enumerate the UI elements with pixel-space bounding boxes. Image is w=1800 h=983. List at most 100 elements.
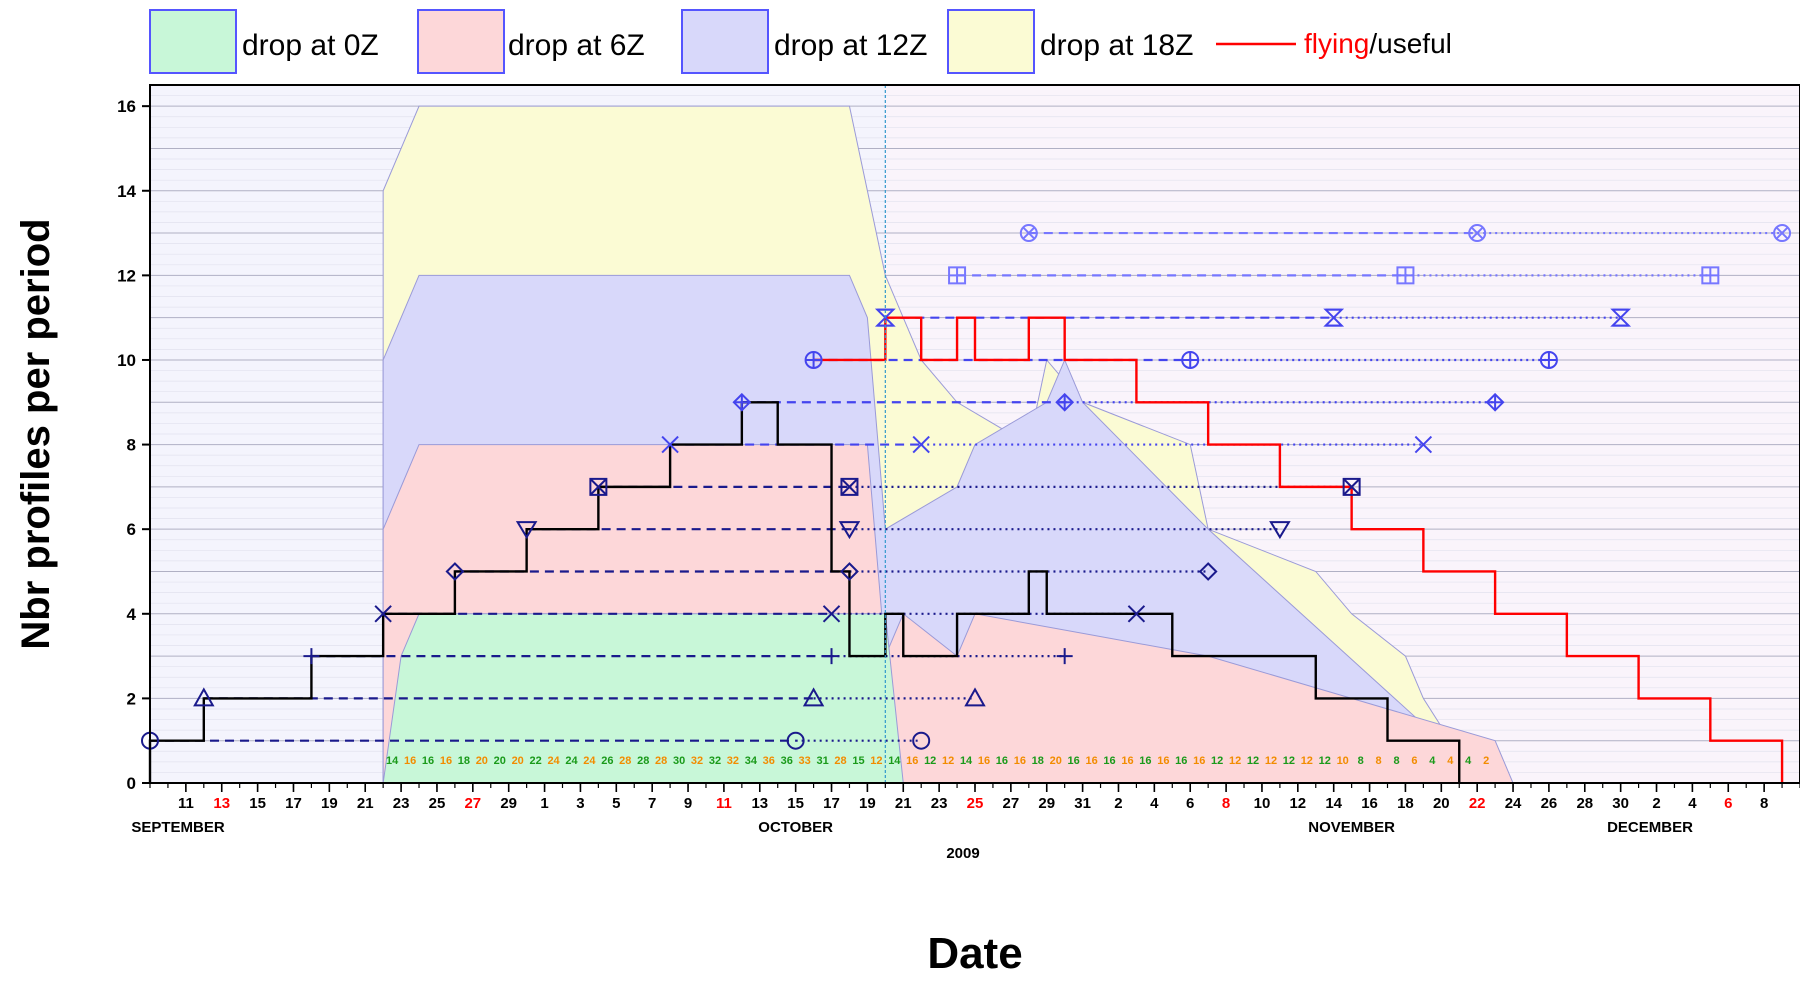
daily-count-label: 16 (1068, 755, 1080, 767)
x-tick-label: 25 (967, 795, 984, 812)
x-axis-label: Date (927, 929, 1022, 978)
x-tick-label: 8 (1222, 795, 1230, 812)
month-label: NOVEMBER (1308, 819, 1395, 836)
daily-count-label: 32 (709, 755, 721, 767)
marker-plus (303, 648, 320, 665)
daily-count-label: 12 (1211, 755, 1223, 767)
x-tick-label: 31 (1074, 795, 1091, 812)
y-tick-label: 4 (127, 605, 137, 624)
marker-x (374, 605, 392, 623)
x-tick-label: 22 (1469, 795, 1486, 812)
daily-count-label: 12 (1247, 755, 1259, 767)
x-tick-label: 27 (1003, 795, 1020, 812)
legend-label-3: drop at 18Z (1040, 29, 1193, 62)
legend-swatch-2 (681, 9, 769, 74)
x-tick-label: 18 (1397, 795, 1414, 812)
y-tick-label: 14 (117, 182, 136, 201)
daily-count-label: 12 (942, 755, 954, 767)
daily-count-label: 16 (1175, 755, 1187, 767)
marker-triangle-up (193, 687, 215, 707)
x-tick-label: 29 (1038, 795, 1055, 812)
y-axis-label: Nbr profiles per period (14, 218, 58, 649)
daily-count-label: 16 (978, 755, 990, 767)
daily-count-label: 16 (1014, 755, 1026, 767)
marker-circle-plus (1181, 350, 1200, 369)
daily-count-label: 14 (960, 755, 973, 767)
daily-count-labels: 14 16 16 16 18 20 20 20 22 24 24 24 26 28 28 28 30 32 32 32… (386, 755, 1489, 767)
month-label: DECEMBER (1607, 819, 1693, 836)
legend-label-1: drop at 6Z (508, 29, 645, 62)
daily-count-label: 2 (1483, 755, 1489, 767)
daily-count-label: 16 (906, 755, 918, 767)
x-tick-label: 24 (1505, 795, 1522, 812)
y-tick-label: 12 (117, 266, 136, 285)
daily-count-label: 28 (655, 755, 667, 767)
daily-count-label: 16 (1121, 755, 1133, 767)
marker-diamond-plus (1055, 392, 1075, 412)
x-tick-label: 30 (1612, 795, 1629, 812)
x-tick-label: 5 (612, 795, 620, 812)
daily-count-label: 28 (834, 755, 846, 767)
x-tick-label: 6 (1724, 795, 1732, 812)
daily-count-label: 12 (1301, 755, 1313, 767)
x-tick-label: 17 (285, 795, 302, 812)
daily-count-label: 12 (1229, 755, 1241, 767)
marker-triangle-down (1269, 521, 1291, 540)
flying-step-line (813, 316, 1784, 783)
marker-triangle-up (802, 687, 825, 707)
x-tick-label: 28 (1576, 795, 1593, 812)
daily-count-label: 20 (1050, 755, 1062, 767)
daily-count-label: 16 (1085, 755, 1097, 767)
x-tick-label: 26 (1541, 795, 1558, 812)
x-tick-label: 17 (823, 795, 840, 812)
x-tick-label: 27 (464, 795, 481, 812)
x-tick-label: 19 (859, 795, 876, 812)
daily-count-label: 30 (673, 755, 685, 767)
daily-count-label: 12 (1265, 755, 1277, 767)
daily-count-label: 32 (727, 755, 739, 767)
daily-count-label: 28 (619, 755, 631, 767)
x-tick-label: 3 (576, 795, 584, 812)
marker-square-x (840, 477, 859, 496)
marker-x (1127, 605, 1146, 623)
daily-count-label: 32 (691, 755, 703, 767)
marker-diamond (1198, 562, 1218, 581)
x-tick-label: 25 (429, 795, 446, 812)
daily-count-label: 12 (1319, 755, 1331, 767)
x-tick-label: 21 (895, 795, 912, 812)
y-tick-label: 2 (127, 689, 136, 708)
year-label: 2009 (946, 845, 979, 862)
legend: drop at 0Z drop at 6Z drop at 12Z drop at 1… (149, 9, 1452, 74)
marker-plus (1056, 648, 1073, 665)
marker-circle-x (1019, 224, 1038, 243)
marker-triangle-down (838, 521, 861, 540)
daily-count-label: 16 (1103, 755, 1115, 767)
daily-count-label: 4 (1447, 755, 1454, 767)
legend-swatch-3 (947, 9, 1035, 74)
x-tick-label: 19 (321, 795, 338, 812)
marker-circle (786, 731, 805, 750)
marker-hourglass (1610, 308, 1632, 327)
marker-triangle-down (515, 521, 538, 540)
daily-count-label: 4 (1429, 755, 1436, 767)
month-label: SEPTEMBER (131, 819, 225, 836)
daily-count-label: 16 (1139, 755, 1151, 767)
daily-count-label: 24 (565, 755, 578, 767)
daily-count-label: 26 (601, 755, 613, 767)
daily-count-label: 16 (1193, 755, 1205, 767)
marker-plus (823, 648, 840, 665)
daily-count-label: 20 (494, 755, 506, 767)
legend-label-2: drop at 12Z (774, 29, 927, 62)
x-tick-label: 10 (1254, 795, 1271, 812)
daily-count-label: 4 (1465, 755, 1472, 767)
marker-square-plus (948, 266, 967, 285)
daily-count-label: 12 (870, 755, 882, 767)
x-tick-label: 13 (751, 795, 768, 812)
daily-count-label: 12 (924, 755, 936, 767)
legend-label-0: drop at 0Z (242, 29, 379, 62)
x-tick-label: 11 (716, 795, 732, 812)
marker-x (822, 605, 841, 623)
marker-circle (912, 731, 931, 750)
